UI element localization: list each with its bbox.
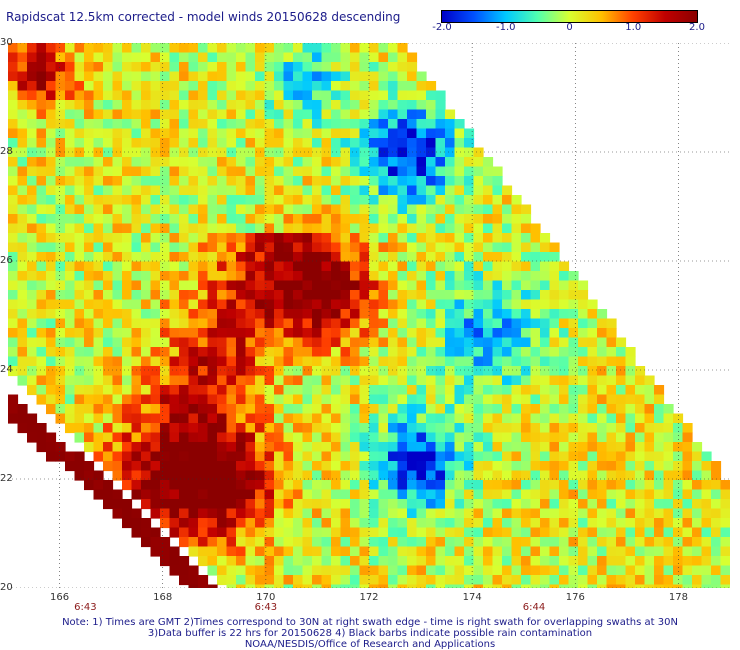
note-line-3: NOAA/NESDIS/Office of Research and Appli… [244, 639, 496, 650]
colorbar-tick-label: 0 [566, 22, 573, 33]
wind-difference-map[interactable] [8, 43, 730, 588]
note-line-1: Note: 1) Times are GMT 2)Times correspon… [62, 617, 678, 628]
footnote: Note: 1) Times are GMT 2)Times correspon… [0, 617, 740, 650]
swath-time-label: 6:43 [254, 602, 278, 613]
latitude-tick-label: 22 [0, 473, 13, 484]
longitude-tick-label: 170 [256, 592, 276, 603]
latitude-tick-label: 24 [0, 364, 13, 375]
colorbar [441, 10, 698, 23]
latitude-tick-label: 30 [0, 37, 13, 48]
longitude-tick-label: 176 [565, 592, 585, 603]
longitude-tick-label: 174 [462, 592, 482, 603]
latitude-tick-label: 20 [0, 582, 13, 593]
colorbar-tick-label: 2.0 [689, 22, 705, 33]
longitude-tick-label: 178 [668, 592, 688, 603]
wind-difference-cells [8, 43, 730, 588]
latitude-tick-label: 26 [0, 255, 13, 266]
colorbar-tick-label: -2.0 [432, 22, 452, 33]
longitude-tick-label: 166 [50, 592, 70, 603]
swath-time-label: 6:44 [522, 602, 546, 613]
longitude-tick-label: 172 [359, 592, 379, 603]
note-line-2: 3)Data buffer is 22 hrs for 20150628 4) … [147, 628, 593, 639]
latitude-tick-label: 28 [0, 146, 13, 157]
longitude-tick-label: 168 [153, 592, 173, 603]
swath-time-label: 6:43 [74, 602, 97, 613]
map-title: Rapidscat 12.5km corrected - model winds… [6, 10, 401, 24]
colorbar-tick-label: 1.0 [625, 22, 642, 33]
colorbar-tick-label: -1.0 [495, 22, 516, 33]
